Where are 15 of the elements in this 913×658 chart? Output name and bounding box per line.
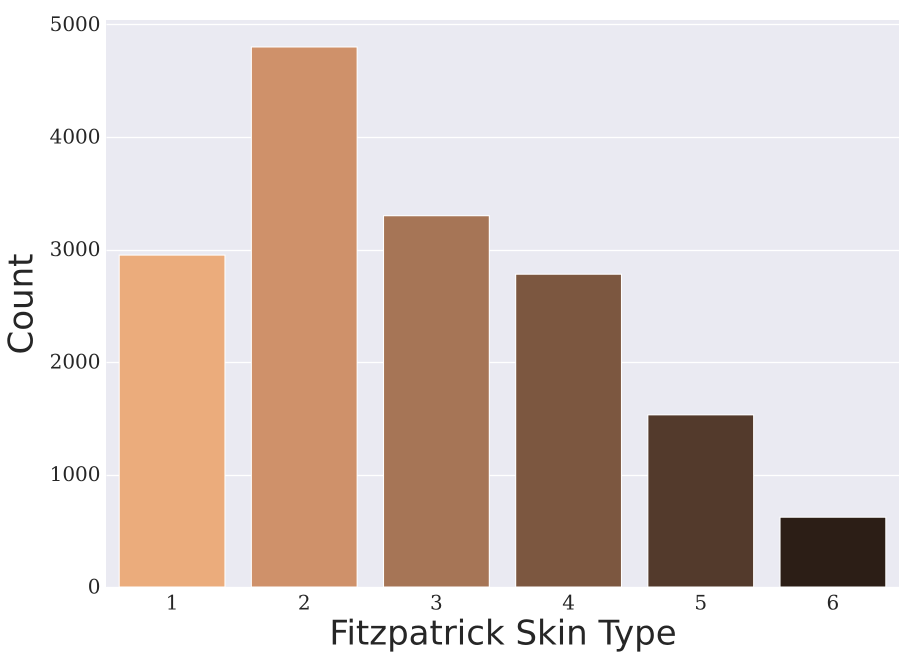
x-tick-label: 2 xyxy=(298,590,311,614)
y-tick-label: 5000 xyxy=(50,12,100,36)
x-axis-title: Fitzpatrick Skin Type xyxy=(329,614,677,654)
x-tick-label: 3 xyxy=(430,590,443,614)
y-tick-label: 1000 xyxy=(50,462,100,486)
x-tick-label: 5 xyxy=(694,590,708,614)
y-axis-title: Count xyxy=(2,254,42,354)
x-tick-label: 1 xyxy=(166,590,178,614)
x-tick-label: 4 xyxy=(562,590,575,614)
x-tick-label: 6 xyxy=(826,590,840,614)
y-tick-label: 3000 xyxy=(50,237,100,261)
bar xyxy=(780,516,886,588)
y-tick-label: 2000 xyxy=(50,350,100,374)
y-tick-label: 4000 xyxy=(50,124,100,148)
y-tick-label: 0 xyxy=(88,574,100,598)
